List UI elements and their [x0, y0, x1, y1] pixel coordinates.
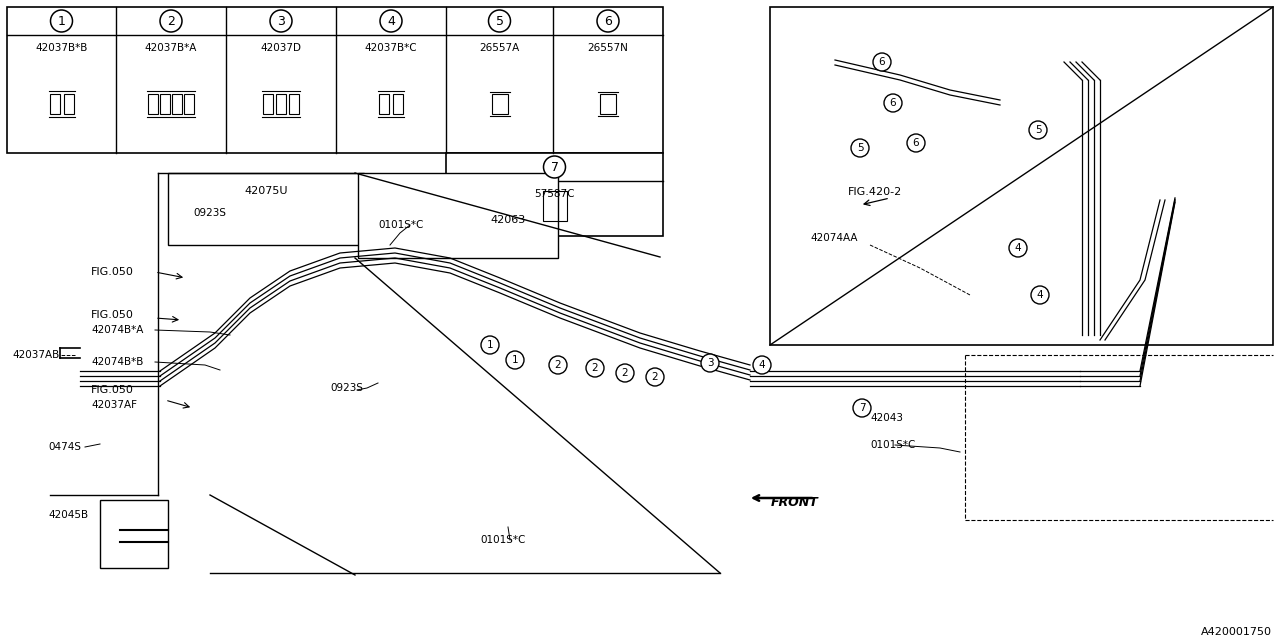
Text: 5: 5	[495, 15, 503, 28]
Text: 42045B: 42045B	[49, 510, 88, 520]
Text: 2: 2	[652, 372, 658, 382]
Text: 26557A: 26557A	[480, 43, 520, 53]
Bar	[262, 94, 273, 114]
Circle shape	[701, 354, 719, 372]
Text: FRONT: FRONT	[771, 497, 819, 509]
Text: 1: 1	[58, 15, 65, 28]
Text: 3: 3	[707, 358, 713, 368]
Text: 5: 5	[1034, 125, 1042, 135]
Text: 5: 5	[856, 143, 863, 153]
Text: 4: 4	[387, 15, 396, 28]
Text: 6: 6	[890, 98, 896, 108]
Bar	[393, 94, 403, 114]
Text: 0474S: 0474S	[49, 442, 81, 452]
Text: 4: 4	[1037, 290, 1043, 300]
Bar	[600, 94, 616, 114]
Circle shape	[489, 10, 511, 32]
Text: 7: 7	[550, 161, 558, 173]
Bar	[379, 94, 389, 114]
Text: FIG.050: FIG.050	[91, 310, 134, 320]
Bar	[172, 94, 182, 114]
Text: 42037B*B: 42037B*B	[36, 43, 88, 53]
Text: 2: 2	[168, 15, 175, 28]
Text: 0101S*C: 0101S*C	[870, 440, 915, 450]
Text: A420001750: A420001750	[1201, 627, 1272, 637]
Text: 42074AA: 42074AA	[810, 233, 858, 243]
Bar	[543, 191, 567, 221]
Circle shape	[544, 156, 566, 178]
Circle shape	[481, 336, 499, 354]
Text: 3: 3	[276, 15, 285, 28]
Text: 4: 4	[759, 360, 765, 370]
Circle shape	[851, 139, 869, 157]
Circle shape	[160, 10, 182, 32]
Text: 6: 6	[878, 57, 886, 67]
Bar	[289, 94, 300, 114]
Circle shape	[380, 10, 402, 32]
Text: 42037D: 42037D	[261, 43, 302, 53]
Bar	[100, 500, 168, 568]
Text: 4: 4	[1015, 243, 1021, 253]
Text: 2: 2	[622, 368, 628, 378]
Text: 26557N: 26557N	[588, 43, 628, 53]
Circle shape	[549, 356, 567, 374]
Circle shape	[616, 364, 634, 382]
Text: 57587C: 57587C	[534, 189, 575, 199]
Text: 1: 1	[486, 340, 493, 350]
Text: 6: 6	[604, 15, 612, 28]
Bar	[64, 94, 73, 114]
Circle shape	[873, 53, 891, 71]
Bar	[492, 94, 507, 114]
Circle shape	[596, 10, 620, 32]
Bar	[184, 94, 195, 114]
Bar	[148, 94, 157, 114]
Bar	[160, 94, 170, 114]
Text: 42037B*C: 42037B*C	[365, 43, 417, 53]
Circle shape	[908, 134, 925, 152]
Circle shape	[506, 351, 524, 369]
Text: 42074B*A: 42074B*A	[91, 325, 143, 335]
Text: 7: 7	[859, 403, 865, 413]
Text: 42043: 42043	[870, 413, 902, 423]
Text: 42063: 42063	[490, 215, 525, 225]
Bar	[358, 173, 558, 258]
Circle shape	[852, 399, 870, 417]
Text: FIG.050: FIG.050	[91, 385, 134, 395]
Text: 2: 2	[591, 363, 598, 373]
Circle shape	[270, 10, 292, 32]
Bar	[168, 173, 364, 245]
Text: 0101S*C: 0101S*C	[378, 220, 424, 230]
Circle shape	[1030, 286, 1050, 304]
Text: 0101S*C: 0101S*C	[480, 535, 525, 545]
Text: 42037B*A: 42037B*A	[145, 43, 197, 53]
Bar	[276, 94, 285, 114]
Text: 0923S: 0923S	[193, 208, 227, 218]
Text: 6: 6	[913, 138, 919, 148]
Circle shape	[646, 368, 664, 386]
Text: 42075U: 42075U	[244, 186, 288, 196]
Circle shape	[586, 359, 604, 377]
Text: 42074B*B: 42074B*B	[91, 357, 143, 367]
Circle shape	[753, 356, 771, 374]
Text: 42037AB: 42037AB	[12, 350, 59, 360]
Circle shape	[50, 10, 73, 32]
Circle shape	[884, 94, 902, 112]
Bar	[6, 7, 663, 153]
Bar	[445, 153, 663, 236]
Text: 1: 1	[512, 355, 518, 365]
Circle shape	[1009, 239, 1027, 257]
Text: FIG.420-2: FIG.420-2	[849, 187, 902, 197]
Text: 0923S: 0923S	[330, 383, 364, 393]
Text: FIG.050: FIG.050	[91, 267, 134, 277]
Bar	[771, 7, 1274, 345]
Text: 2: 2	[554, 360, 562, 370]
Text: 42037AF: 42037AF	[91, 400, 137, 410]
Circle shape	[1029, 121, 1047, 139]
Bar	[50, 94, 59, 114]
